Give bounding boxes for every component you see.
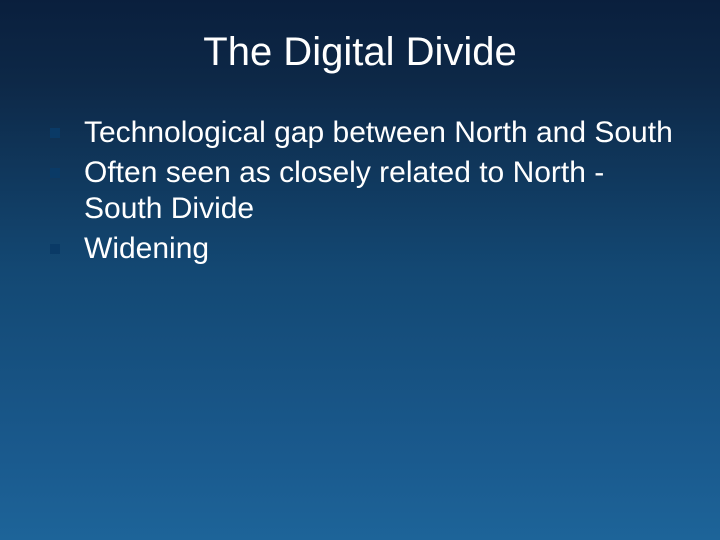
bullet-list: Technological gap between North and Sout… [40, 115, 680, 267]
bullet-text: Often seen as closely related to North -… [84, 155, 680, 227]
square-bullet-icon [50, 168, 60, 178]
bullet-text: Technological gap between North and Sout… [84, 115, 680, 151]
slide-title: The Digital Divide [40, 30, 680, 75]
bullet-item: Widening [50, 231, 680, 267]
slide-container: The Digital Divide Technological gap bet… [0, 0, 720, 540]
bullet-item: Technological gap between North and Sout… [50, 115, 680, 151]
bullet-item: Often seen as closely related to North -… [50, 155, 680, 227]
square-bullet-icon [50, 128, 60, 138]
bullet-text: Widening [84, 231, 680, 267]
square-bullet-icon [50, 244, 60, 254]
